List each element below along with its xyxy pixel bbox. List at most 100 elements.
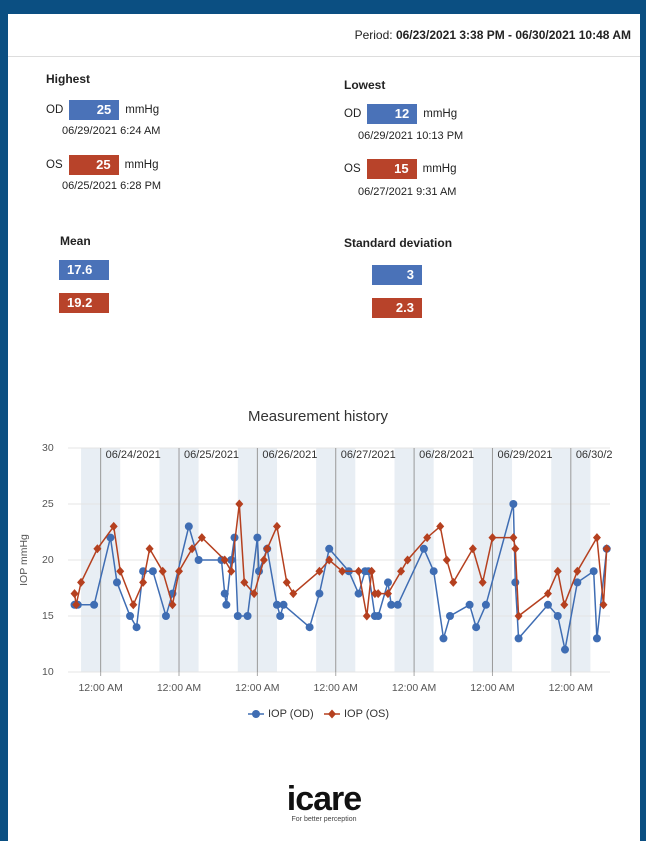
point [112, 578, 121, 587]
unit: mmHg [124, 159, 159, 171]
stat-time: 06/29/2021 6:24 AM [62, 125, 161, 137]
point [602, 544, 611, 554]
point [90, 600, 99, 609]
point [514, 634, 523, 643]
legend-marker [328, 709, 336, 719]
point [488, 533, 497, 543]
date-label: 06/24/2021 [106, 449, 161, 461]
plot: 06/24/2021 06/25/2021 06/26/2021 06/27/2021… [68, 447, 612, 673]
point [383, 589, 392, 599]
point [305, 623, 314, 632]
period: Period: 06/23/2021 3:38 PM - 06/30/2021 … [355, 28, 631, 42]
unit: mmHg [125, 104, 160, 116]
point [325, 544, 334, 553]
point [106, 533, 115, 542]
point [560, 645, 569, 654]
point [188, 544, 197, 554]
point [514, 611, 523, 621]
point [145, 544, 154, 554]
value-box: 2.3 [372, 298, 422, 318]
point [465, 600, 474, 609]
stat-row: OS 25 mmHg [46, 155, 159, 175]
point [553, 612, 562, 620]
point [132, 623, 141, 632]
point [272, 521, 281, 531]
point [592, 634, 601, 643]
point [592, 533, 601, 543]
stat-title: Standard deviation [344, 236, 453, 250]
point [397, 566, 406, 576]
point [354, 566, 363, 576]
eye: OS [46, 159, 63, 171]
x-tick-label: 12:00 AM [157, 682, 201, 694]
series-line [73, 503, 608, 618]
date-label: 06/27/2021 [341, 449, 396, 461]
point [109, 521, 118, 531]
point [509, 533, 518, 543]
x-tick-label: 12:00 AM [235, 682, 279, 694]
point [478, 577, 487, 587]
point [436, 521, 445, 531]
point [250, 589, 259, 599]
point [72, 600, 81, 610]
unit: mmHg [423, 108, 458, 120]
point [70, 589, 79, 599]
point [315, 589, 324, 598]
legend-label: IOP (OD) [268, 708, 314, 720]
x-tick-label: 12:00 AM [78, 682, 122, 694]
point [263, 544, 272, 554]
point [282, 577, 291, 587]
point [383, 578, 392, 587]
value-box: 17.6 [59, 260, 109, 280]
stat-time: 06/29/2021 10:13 PM [358, 130, 464, 142]
value-box: 15 [366, 159, 417, 179]
point [230, 533, 239, 542]
stat-title: Mean [60, 234, 91, 248]
stat-row: OD 12 mmHg [344, 104, 457, 124]
eye: OD [46, 104, 64, 116]
point [77, 577, 86, 587]
point [481, 600, 490, 609]
eye: OD [344, 108, 362, 120]
point [362, 611, 371, 621]
header: Period: 06/23/2021 3:38 PM - 06/30/2021 … [8, 14, 640, 57]
point [468, 544, 477, 554]
point [573, 578, 582, 587]
point [148, 567, 157, 576]
stat-row: OD 25 mmHg [46, 100, 159, 120]
point [511, 544, 520, 554]
point [338, 566, 347, 576]
point [449, 577, 458, 587]
point [387, 600, 396, 609]
point [279, 600, 288, 609]
point [367, 566, 376, 576]
point [233, 612, 242, 620]
point [175, 566, 184, 576]
point [423, 533, 432, 543]
value-box: 3 [372, 265, 422, 285]
point [158, 566, 167, 576]
point [509, 500, 518, 508]
logo-text: icare [286, 780, 362, 818]
point [439, 634, 448, 643]
point [259, 555, 268, 565]
point [276, 612, 285, 620]
value-box: 25 [68, 155, 119, 175]
point [374, 612, 383, 620]
point [325, 555, 334, 565]
point [222, 600, 231, 609]
point [374, 589, 383, 599]
point [446, 612, 455, 620]
point [573, 566, 582, 576]
point [560, 600, 569, 610]
y-tick-label: 15 [42, 610, 54, 622]
point [220, 589, 229, 598]
period-label: Period: [354, 28, 393, 42]
period-value: 06/23/2021 3:38 PM - 06/30/2021 10:48 AM [395, 28, 631, 42]
tagline: For better perception [291, 816, 357, 823]
point [161, 612, 170, 620]
y-tick-label: 20 [42, 554, 54, 566]
point [116, 566, 125, 576]
